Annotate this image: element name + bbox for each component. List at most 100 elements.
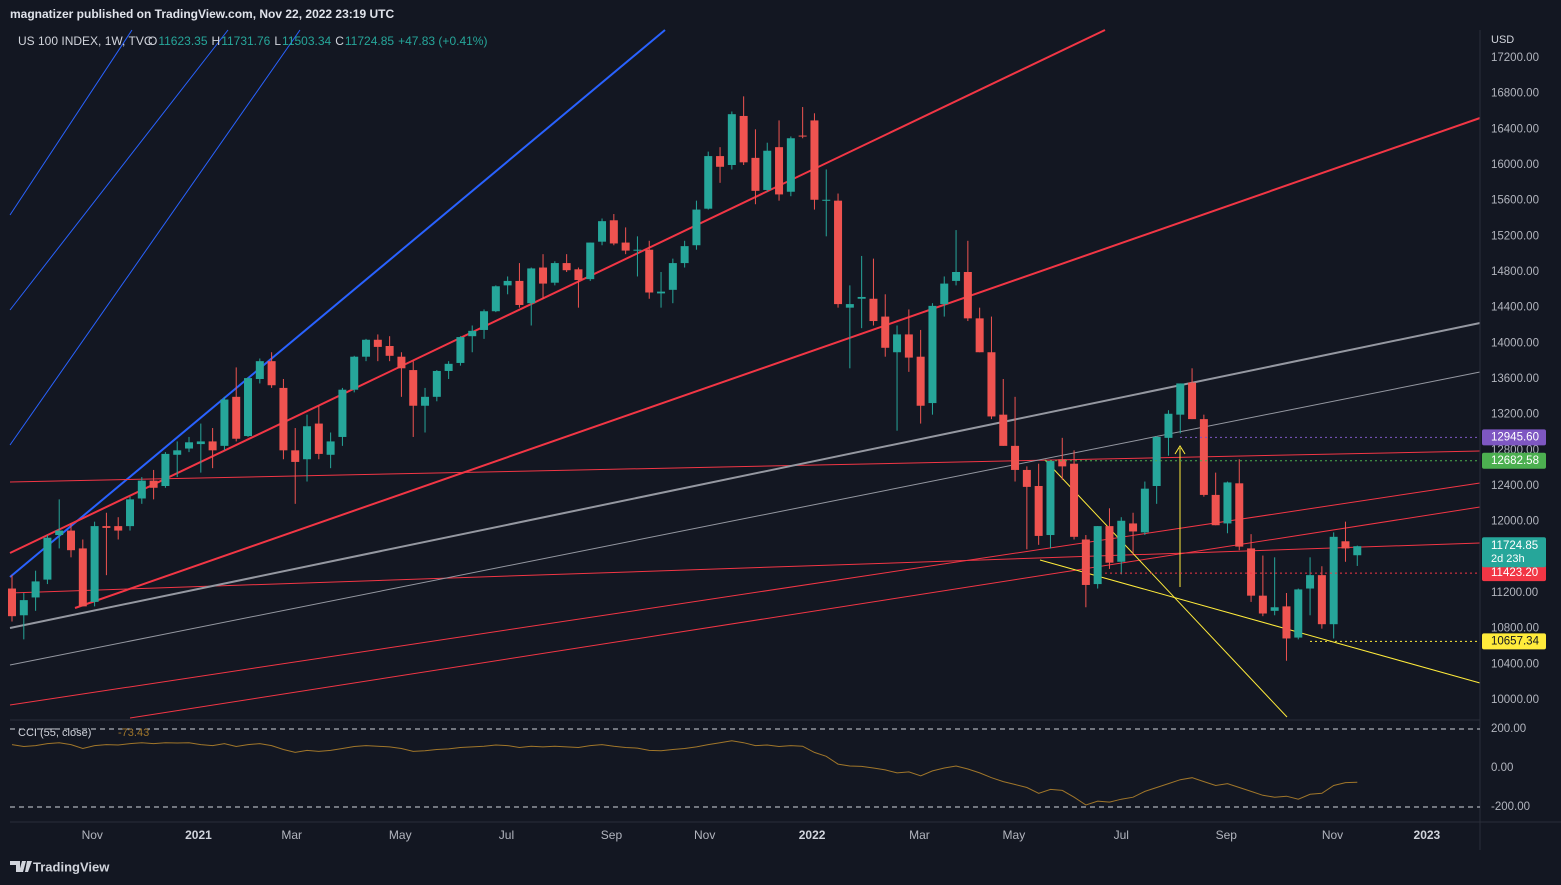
y-tick-label: 200.00 xyxy=(1491,723,1526,735)
candle-body xyxy=(869,298,878,322)
x-tick-label: Sep xyxy=(601,828,623,842)
x-tick-label: Jul xyxy=(1114,828,1129,842)
candle-body xyxy=(1046,461,1055,536)
y-tick-label: 10800.00 xyxy=(1491,623,1539,635)
candle-body xyxy=(904,334,913,358)
candle-body xyxy=(1317,575,1326,625)
ohlc-label: O xyxy=(148,34,157,48)
candle-body xyxy=(503,280,512,286)
candle-body xyxy=(916,356,925,406)
cci-line xyxy=(11,740,1358,806)
candle-body xyxy=(645,249,654,293)
trend-line xyxy=(9,542,1481,594)
candle-body xyxy=(90,526,99,602)
candle-body xyxy=(137,480,146,499)
y-tick-label: 13200.00 xyxy=(1491,409,1539,421)
candle-body xyxy=(244,378,253,437)
indicator-value: -73.43 xyxy=(118,727,149,739)
candle-body xyxy=(409,370,418,406)
ohlc-label: L xyxy=(274,34,281,48)
brand: TradingView xyxy=(33,859,110,874)
x-tick-label: Nov xyxy=(694,828,715,842)
x-tick-label: Nov xyxy=(82,828,103,842)
candle-body xyxy=(987,352,996,417)
y-tick-label: 14400.00 xyxy=(1491,302,1539,314)
candle-body xyxy=(1199,419,1208,495)
x-tick-label: 2023 xyxy=(1414,828,1441,842)
candle-body xyxy=(67,530,76,551)
y-tick-label: 12000.00 xyxy=(1491,516,1539,528)
candle-body xyxy=(1164,413,1173,438)
ohlc-value: 11731.76 xyxy=(221,34,270,48)
y-tick-label: 12400.00 xyxy=(1491,480,1539,492)
x-tick-label: 2021 xyxy=(185,828,212,842)
candle-body xyxy=(834,200,843,305)
price-label-box xyxy=(1482,452,1546,469)
candle-body xyxy=(255,361,264,379)
candle-body xyxy=(173,450,182,455)
candle-body xyxy=(1034,485,1043,536)
candle-body xyxy=(31,581,40,598)
candle-body xyxy=(468,330,477,337)
candle-body xyxy=(291,450,300,462)
candle-body xyxy=(881,316,890,348)
candle-body xyxy=(303,426,312,460)
y-tick-label: 13600.00 xyxy=(1491,373,1539,385)
candle-body xyxy=(338,389,347,437)
price-label: 11423.20 xyxy=(1491,567,1538,579)
y-tick-label: 16800.00 xyxy=(1491,88,1539,100)
candle-body xyxy=(1247,548,1256,596)
candle-body xyxy=(326,441,335,455)
trend-line xyxy=(9,322,1481,629)
candle-body xyxy=(385,346,394,356)
footer-logo: TradingView xyxy=(10,859,110,874)
candle-body xyxy=(421,396,430,406)
trend-line xyxy=(9,371,1481,666)
candle-body xyxy=(1306,575,1315,589)
candle-body xyxy=(1011,445,1020,470)
candle-body xyxy=(314,423,323,454)
y-tick-label: 15600.00 xyxy=(1491,195,1539,207)
candle-body xyxy=(362,339,371,357)
candle-body xyxy=(716,156,725,167)
candle-body xyxy=(1258,595,1267,614)
price-label-box xyxy=(1482,633,1546,650)
candle-body xyxy=(279,387,288,451)
candle-body xyxy=(149,480,158,488)
x-tick-label: Mar xyxy=(281,828,302,842)
candle-body xyxy=(208,441,217,451)
x-tick-label: Jul xyxy=(499,828,514,842)
candle-body xyxy=(161,453,170,486)
trend-line xyxy=(9,29,133,216)
candle-body xyxy=(633,249,642,251)
change: +47.83 (+0.41%) xyxy=(398,34,487,48)
y-tick-label: 14000.00 xyxy=(1491,337,1539,349)
y-tick-label: 10400.00 xyxy=(1491,658,1539,670)
price-label: 12682.58 xyxy=(1491,455,1539,467)
y-tick-label: -200.00 xyxy=(1491,801,1530,813)
candle-body xyxy=(1081,539,1090,585)
candle-body xyxy=(940,283,949,305)
ohlc-value: 11623.35 xyxy=(158,34,207,48)
x-tick-label: 2022 xyxy=(799,828,826,842)
candle-body xyxy=(975,318,984,353)
countdown: 2d 23h xyxy=(1491,553,1525,565)
candle-body xyxy=(432,370,441,397)
last-price: 11724.85 xyxy=(1491,540,1538,552)
candle-body xyxy=(1093,526,1102,585)
candle-body xyxy=(196,441,205,445)
ohlc-value: 11724.85 xyxy=(345,34,394,48)
price-label: 12945.60 xyxy=(1491,431,1539,443)
candle-body xyxy=(1105,526,1114,563)
currency: USD xyxy=(1491,34,1514,46)
candle-body xyxy=(1070,463,1079,537)
candle-body xyxy=(704,156,713,209)
candle-body xyxy=(8,588,17,617)
candle-body xyxy=(857,296,866,299)
arrow-head xyxy=(1174,445,1186,455)
candle-body xyxy=(928,305,937,404)
ohlc-value: 11503.34 xyxy=(282,34,331,48)
candle-body xyxy=(1058,459,1067,467)
candle-body xyxy=(810,120,819,200)
